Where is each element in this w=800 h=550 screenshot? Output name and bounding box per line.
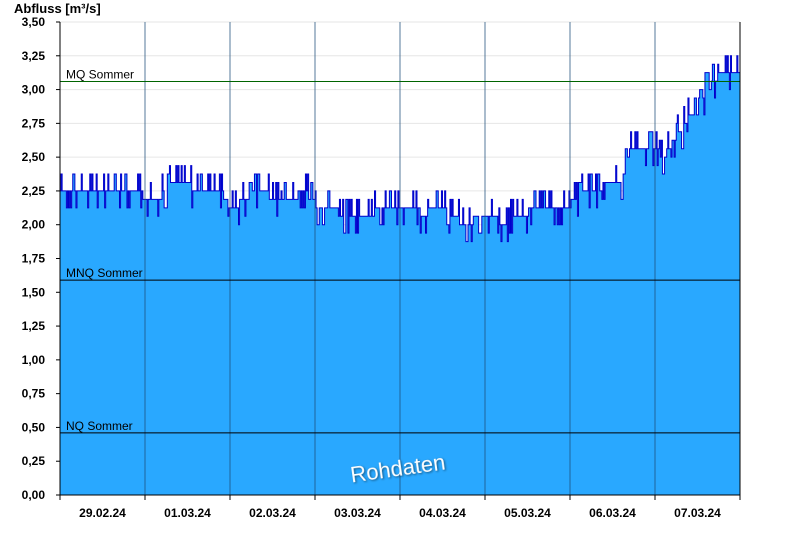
x-tick-label: 03.03.24 [334, 506, 381, 520]
reference-line-label: MNQ Sommer [66, 266, 143, 280]
y-tick-label: 3,00 [22, 83, 46, 97]
x-tick-label: 01.03.24 [164, 506, 211, 520]
x-tick-label: 29.02.24 [79, 506, 126, 520]
x-tick-label: 04.03.24 [419, 506, 466, 520]
y-tick-label: 0,25 [22, 454, 46, 468]
x-tick-labels: 29.02.24 01.03.24 02.03.24 03.03.24 04.03.24… [59, 495, 741, 520]
y-tick-label: 1,25 [22, 319, 46, 333]
y-tick-label: 1,75 [22, 252, 46, 266]
reference-line-label: NQ Sommer [66, 419, 133, 433]
y-tick-label: 3,25 [22, 49, 46, 63]
x-tick-label: 02.03.24 [249, 506, 296, 520]
y-tick-label: 2,00 [22, 218, 46, 232]
x-tick-label: 07.03.24 [674, 506, 721, 520]
y-tick-label: 0,75 [22, 387, 46, 401]
x-tick-label: 05.03.24 [504, 506, 551, 520]
y-tick-labels: 0,00 0,25 0,50 0,75 1,00 1,25 1,50 1,75 2,00 2,25… [22, 15, 60, 502]
y-tick-label: 2,25 [22, 184, 46, 198]
day-separators [144, 22, 656, 495]
discharge-line [59, 55, 740, 243]
x-tick-label: 06.03.24 [589, 506, 636, 520]
reference-line-label: MQ Sommer [66, 67, 134, 81]
y-tick-label: 2,50 [22, 150, 46, 164]
reference-lines: MQ Sommer MNQ Sommer NQ Sommer [60, 67, 740, 434]
y-tick-label: 0,00 [22, 488, 46, 502]
y-tick-label: 0,50 [22, 420, 46, 434]
y-tick-label: 2,75 [22, 116, 46, 130]
y-tick-label: 1,50 [22, 285, 46, 299]
y-tick-label: 1,00 [22, 353, 46, 367]
y-tick-label: 3,50 [22, 15, 46, 29]
y-axis-label: Abfluss [m³/s] [14, 1, 101, 16]
